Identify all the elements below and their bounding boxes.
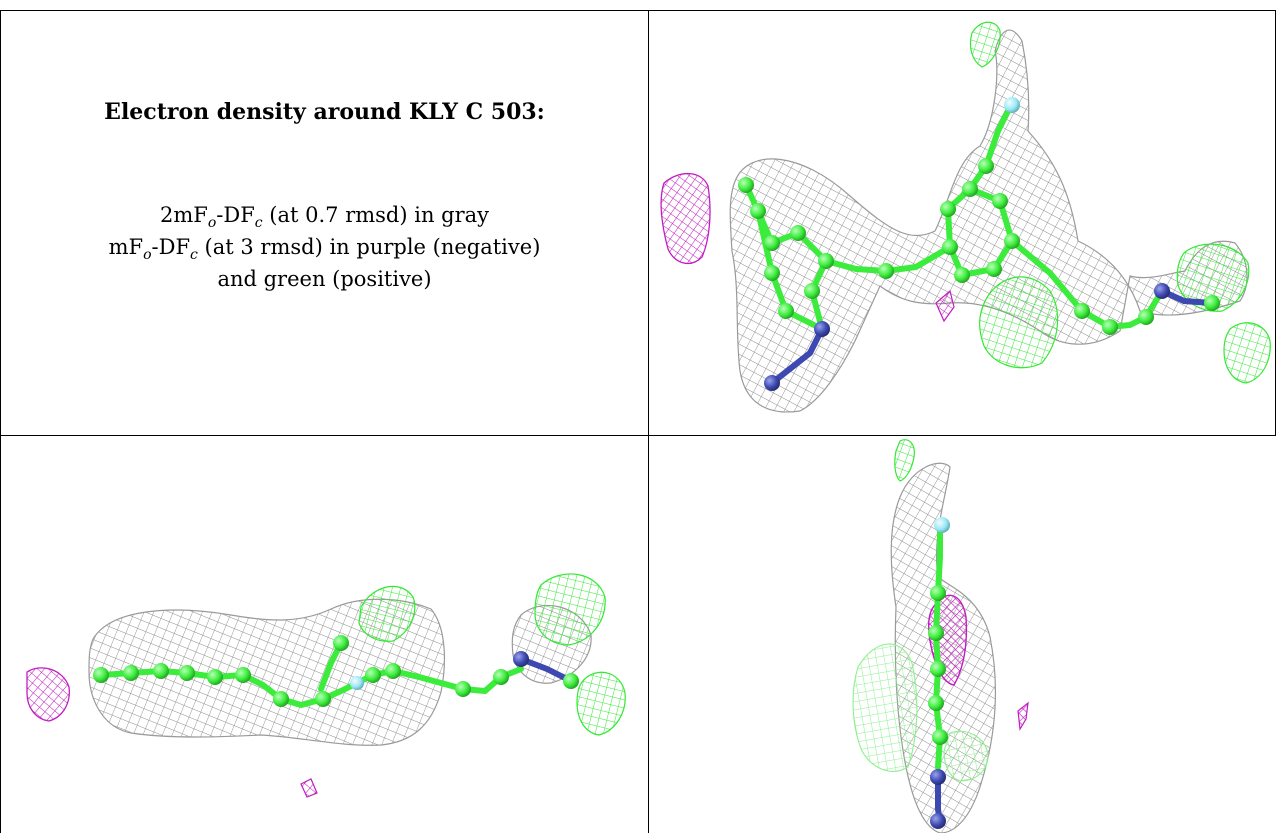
ligand-density-view-top-icon [660,21,1271,413]
ligand-density-view-side-icon [26,573,626,798]
density-2fofc-mesh [729,29,1248,413]
ligand-nitrogen-atoms [764,283,1170,391]
negative-density-mesh-small [1017,701,1029,731]
legend-fofc-tail: (at 3 rmsd) in purple (negative) [197,235,541,259]
negative-density-mesh [660,172,711,265]
positive-density-mesh-left [852,643,918,772]
negative-density-mesh-small [300,778,318,798]
legend-fofc-lead: mF [108,235,144,259]
grid-rule-left [0,10,1,833]
positive-density-mesh-right [576,671,626,736]
legend-fofc-sub-o: o [143,247,152,264]
ligand-fluorine-atoms [934,517,950,533]
ligand-view-side-panel [1,437,648,833]
ligand-nitrogen-bonds [769,288,1215,386]
ligand-carbon-atoms [738,158,1220,335]
positive-density-mesh-top [969,21,1001,68]
positive-density-mesh-right [1223,322,1271,384]
positive-density-mesh-upper [358,585,416,642]
positive-density-mesh-amine [534,573,606,646]
positive-density-mesh-top [894,439,915,482]
grid-rule-middle [0,435,1276,436]
legend-line-positive: and green (positive) [217,267,432,291]
positive-density-mesh-lower [943,730,989,782]
legend-2fofc-tail: (at 0.7 rmsd) in gray [262,203,490,227]
ligand-view-end-panel [650,437,1275,833]
ligand-density-view-end-on-icon [852,439,1029,833]
density-legend: 2mFo-DFc (at 0.7 rmsd) in gray mFo-DFc (… [1,199,648,295]
positive-density-mesh-amine [1176,243,1250,312]
legend-2fofc-sub-o: o [207,215,217,232]
ligand-carbon-atoms [93,635,579,707]
figure-title: Electron density around KLY C 503: [104,99,545,125]
negative-density-mesh [26,667,70,722]
grid-rule-center [648,10,649,833]
ligand-carbon-atoms [928,585,948,745]
ligand-fluorine-atoms [1004,97,1020,113]
legend-line-fofc: mFo-DFc (at 3 rmsd) in purple (negative) [1,231,648,263]
legend-2fofc-sub-c: c [254,215,263,232]
legend-fofc-sub-c: c [190,247,198,264]
density-2fofc-mesh [88,598,445,746]
ligand-nitrogen-atoms [930,769,946,829]
positive-density-mesh-middle [979,276,1059,369]
negative-density-mesh-small [935,289,955,323]
caption-panel: Electron density around KLY C 503: 2mFo-… [1,11,648,434]
legend-fofc-mid: -DF [151,235,191,259]
grid-rule-top [0,10,1276,11]
legend-line-2fofc: 2mFo-DFc (at 0.7 rmsd) in gray [1,199,648,231]
ligand-nitrogen-bonds [518,656,574,684]
ligand-nitrogen-atoms [513,651,529,667]
ligand-view-top-panel [650,11,1275,434]
ligand-fluorine-atoms [350,676,364,690]
legend-2fofc-lead: 2mF [159,203,208,227]
legend-2fofc-mid: -DF [216,203,255,227]
